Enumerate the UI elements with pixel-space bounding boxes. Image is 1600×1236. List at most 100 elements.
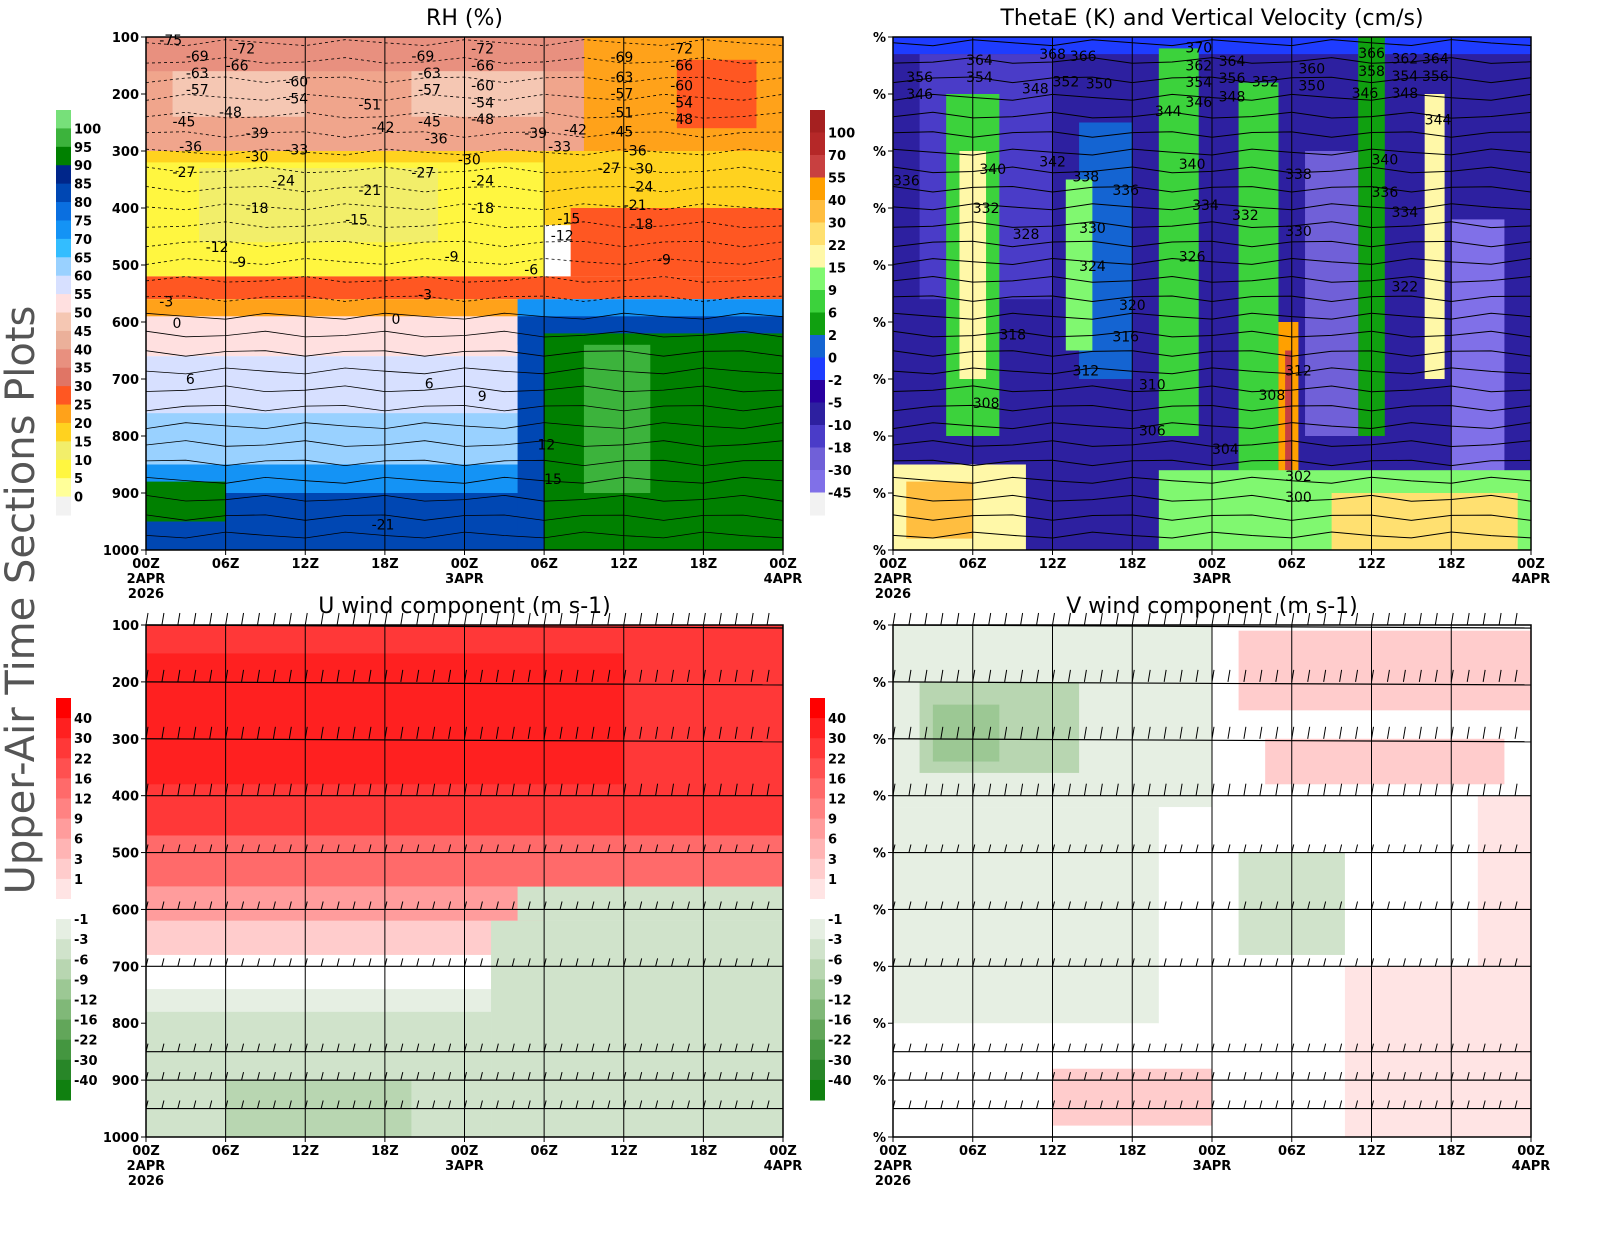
barb-tick bbox=[1402, 844, 1406, 853]
contour-label: -48 bbox=[219, 105, 242, 121]
colorbar-label: -1 bbox=[828, 913, 842, 928]
contour-label: -45 bbox=[418, 114, 441, 130]
barb-tick bbox=[924, 1043, 928, 1052]
colorbar-label: 20 bbox=[74, 417, 92, 432]
contour-label: -24 bbox=[471, 174, 494, 190]
barb-tick bbox=[1466, 901, 1470, 910]
colorbar-label: 55 bbox=[828, 172, 846, 187]
barb-tick bbox=[1147, 1043, 1151, 1052]
barb-tick bbox=[940, 1100, 944, 1109]
barb-tick bbox=[575, 958, 579, 967]
barb-tick bbox=[1482, 844, 1486, 853]
colorbar-swatch bbox=[810, 222, 825, 246]
colorbar-swatch bbox=[56, 718, 71, 739]
barb-tick bbox=[607, 1100, 611, 1109]
y-tick-label: % bbox=[873, 487, 886, 502]
colorbar-swatch bbox=[56, 220, 71, 240]
barb-tick bbox=[607, 783, 611, 796]
contour-label: -6 bbox=[524, 263, 538, 279]
colorbar-swatch bbox=[810, 1079, 825, 1101]
contour-label: -30 bbox=[458, 153, 481, 169]
barb-tick bbox=[1179, 612, 1183, 626]
y-tick-label: 500 bbox=[112, 259, 139, 274]
contour-label: -45 bbox=[173, 114, 196, 130]
barb-tick bbox=[671, 1100, 675, 1109]
barb-tick bbox=[1371, 612, 1374, 626]
barb-tick bbox=[1307, 726, 1311, 739]
barb-tick bbox=[161, 958, 165, 967]
barb-tick bbox=[591, 958, 595, 967]
barb-tick bbox=[591, 612, 595, 626]
y-tick-label: 600 bbox=[112, 316, 139, 331]
barb-tick bbox=[956, 901, 960, 910]
barb-tick bbox=[1179, 783, 1183, 796]
barb-tick bbox=[272, 958, 276, 967]
contour-label: 308 bbox=[1259, 388, 1286, 404]
barb-tick bbox=[161, 612, 165, 626]
contour-label: -36 bbox=[624, 143, 647, 159]
barb-tick bbox=[655, 669, 659, 682]
contour-label: -66 bbox=[670, 59, 693, 75]
barb-tick bbox=[908, 1071, 912, 1081]
barb-tick bbox=[1115, 1043, 1119, 1052]
contour-label: -66 bbox=[471, 59, 494, 75]
contour-label: 358 bbox=[1358, 64, 1385, 80]
barb-tick bbox=[416, 1071, 420, 1081]
colorbar-label: -2 bbox=[828, 374, 842, 389]
barb-tick bbox=[1004, 1100, 1008, 1109]
barb-tick bbox=[1099, 669, 1103, 682]
barb-tick bbox=[1227, 783, 1231, 796]
barb-tick bbox=[1355, 612, 1359, 626]
y-tick-label: % bbox=[873, 373, 886, 388]
barb-tick bbox=[256, 901, 260, 910]
barb-tick bbox=[272, 1043, 276, 1052]
colorbar-swatch bbox=[810, 878, 825, 900]
x-tick-label: 18Z bbox=[1437, 557, 1465, 572]
contour-label: -21 bbox=[372, 517, 395, 533]
barb-tick bbox=[988, 783, 992, 796]
colorbar-swatch bbox=[810, 110, 825, 133]
barb-tick bbox=[1020, 901, 1024, 910]
barb-tick bbox=[591, 844, 595, 853]
barb-tick bbox=[209, 1100, 213, 1109]
panel-vwind: V wind component (m s-1)%%%%%%%%%%00Z 06Z… bbox=[810, 594, 1550, 1189]
barb-tick bbox=[1163, 612, 1167, 626]
contour-label: 332 bbox=[1232, 208, 1259, 224]
colorbar-swatch bbox=[56, 110, 71, 129]
contour-fill bbox=[517, 886, 783, 921]
barb-tick bbox=[1323, 669, 1327, 682]
barb-tick bbox=[972, 612, 976, 626]
barb-tick bbox=[432, 1043, 436, 1052]
barb-tick bbox=[1227, 669, 1231, 682]
barb-tick bbox=[1498, 958, 1502, 967]
barb-tick bbox=[495, 844, 499, 853]
barb-tick bbox=[527, 612, 531, 626]
barb-tick bbox=[368, 1043, 372, 1052]
contour-label: 312 bbox=[1285, 363, 1312, 379]
barb-tick bbox=[750, 844, 754, 853]
barb-tick bbox=[479, 783, 483, 796]
barb-tick bbox=[495, 1071, 499, 1081]
barb-tick bbox=[1323, 844, 1327, 853]
barb-tick bbox=[320, 844, 324, 853]
contour-label: -69 bbox=[610, 50, 633, 66]
barb-tick bbox=[479, 901, 483, 910]
contour-fill bbox=[1065, 179, 1093, 351]
barb-tick bbox=[1147, 901, 1151, 910]
barb-tick bbox=[1418, 958, 1422, 967]
colorbar-swatch bbox=[56, 386, 71, 406]
y-tick-label: % bbox=[873, 88, 886, 103]
contour-label: 0 bbox=[173, 316, 182, 332]
contour-label: -36 bbox=[179, 139, 202, 155]
colorbar-label: 40 bbox=[828, 712, 846, 727]
barb-tick bbox=[193, 844, 197, 853]
y-tick-label: 1000 bbox=[103, 544, 139, 559]
barb-tick bbox=[766, 669, 770, 682]
barb-tick bbox=[1498, 1043, 1502, 1052]
barb-tick bbox=[1498, 669, 1502, 682]
barb-tick bbox=[1275, 958, 1279, 967]
contour-label: -45 bbox=[610, 125, 633, 141]
contour-label: -39 bbox=[524, 126, 547, 142]
barb-tick bbox=[1227, 1100, 1231, 1109]
barb-tick bbox=[1052, 612, 1055, 626]
